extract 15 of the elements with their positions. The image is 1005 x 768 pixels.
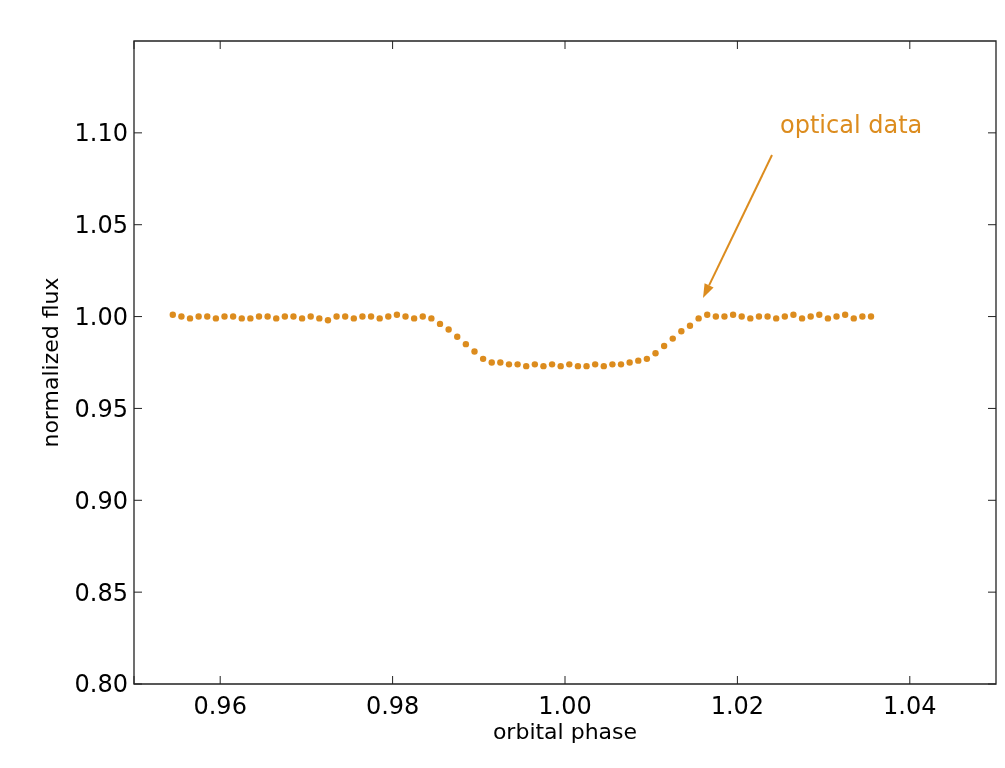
y-tick-label: 0.90: [74, 486, 128, 515]
y-tick-label: 1.10: [74, 119, 128, 148]
y-tick-label: 1.05: [74, 211, 128, 240]
annotation: optical data: [780, 111, 923, 139]
x-tick-label: 1.02: [710, 692, 765, 720]
x-tick-label: 1.00: [538, 692, 592, 720]
x-tick-label: 0.98: [365, 692, 420, 720]
x-tick-label: 0.96: [193, 692, 247, 720]
x-axis-title: orbital phase: [492, 719, 638, 744]
x-tick-label: 1.04: [883, 692, 937, 720]
y-tick-label: 0.95: [74, 394, 128, 423]
y-tick-label: 0.85: [74, 578, 128, 607]
y-tick-label: 1.00: [74, 302, 128, 331]
y-axis-title: normalized flux: [38, 277, 63, 448]
y-tick-label: 0.80: [74, 670, 128, 699]
